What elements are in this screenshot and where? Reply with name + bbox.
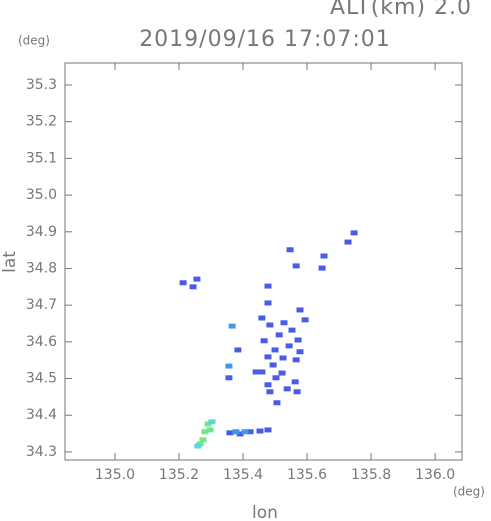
- echo-cell: [269, 362, 277, 368]
- x-tick-label: 136.0: [415, 467, 455, 483]
- echo-cell: [193, 276, 201, 282]
- echo-cell: [275, 332, 283, 338]
- echo-cell: [258, 315, 266, 321]
- echo-cell: [236, 431, 244, 437]
- echo-cell: [256, 428, 264, 434]
- echo-cell: [266, 389, 274, 395]
- echo-cell: [179, 280, 187, 286]
- y-tick-label: 35.0: [26, 187, 57, 203]
- altitude-label: ALT(km) 2.0: [330, 0, 472, 20]
- plot-frame: [64, 62, 463, 461]
- echo-cell: [320, 253, 328, 259]
- echo-cell: [318, 265, 326, 271]
- y-unit: (deg): [18, 34, 50, 48]
- echo-cell: [266, 322, 274, 328]
- echo-cell: [194, 443, 202, 449]
- echo-cell: [264, 283, 272, 289]
- echo-cell: [228, 323, 236, 329]
- echo-cell: [260, 338, 268, 344]
- echo-cell: [226, 430, 234, 436]
- echo-cell: [293, 389, 301, 395]
- y-tick-label: 34.9: [26, 224, 57, 240]
- echo-cell: [264, 427, 272, 433]
- echo-cell: [344, 239, 352, 245]
- echo-cell: [279, 355, 287, 361]
- chart-title: 2019/09/16 17:07:01: [139, 27, 391, 52]
- echo-cell: [291, 379, 299, 385]
- echo-cell: [252, 369, 260, 375]
- y-tick-label: 35.2: [26, 114, 57, 130]
- echo-cell: [273, 400, 281, 406]
- y-tick-label: 34.8: [26, 260, 57, 276]
- x-unit: (deg): [453, 485, 485, 499]
- echo-cell: [292, 263, 300, 269]
- echo-cell: [234, 347, 242, 353]
- echo-cell: [206, 427, 214, 433]
- x-tick-label: 135.8: [351, 467, 391, 483]
- echo-cell: [294, 337, 302, 343]
- echo-cell: [264, 382, 272, 388]
- echo-cell: [285, 343, 293, 349]
- x-tick-label: 135.0: [95, 467, 135, 483]
- echo-cell: [280, 320, 288, 326]
- echo-cell: [201, 429, 209, 435]
- echo-cell: [258, 369, 266, 375]
- echo-cell: [208, 419, 216, 425]
- y-tick-label: 34.4: [26, 407, 57, 423]
- echo-cell: [292, 357, 300, 363]
- echo-cell: [246, 429, 254, 435]
- echo-cell: [232, 429, 240, 435]
- x-tick-label: 135.4: [223, 467, 263, 483]
- y-tick-label: 34.6: [26, 334, 57, 350]
- x-tick-label: 135.2: [159, 467, 199, 483]
- y-axis-label: lat: [0, 251, 20, 273]
- y-tick-label: 34.5: [26, 371, 57, 387]
- echo-cell: [350, 230, 358, 236]
- echo-cell: [283, 386, 291, 392]
- echo-cell: [264, 354, 272, 360]
- y-tick-label: 35.3: [26, 77, 57, 93]
- echo-cell: [296, 349, 304, 355]
- echo-cell: [225, 375, 233, 381]
- x-tick-label: 135.6: [287, 467, 327, 483]
- y-tick-label: 34.7: [26, 297, 57, 313]
- echo-cell: [225, 363, 233, 369]
- echo-cell: [301, 317, 309, 323]
- echo-cell: [241, 429, 249, 435]
- x-axis-label: lon: [252, 503, 278, 521]
- echo-cell: [189, 284, 197, 290]
- echo-cell: [278, 370, 286, 376]
- echo-cell: [286, 247, 294, 253]
- echo-cell: [271, 347, 279, 353]
- y-tick-label: 35.1: [26, 150, 57, 166]
- echo-cell: [296, 307, 304, 313]
- echo-cell: [288, 327, 296, 333]
- echo-cell: [272, 375, 280, 381]
- echo-cell: [264, 300, 272, 306]
- echo-cell: [199, 437, 207, 443]
- y-tick-label: 34.3: [26, 444, 57, 460]
- echo-cell: [204, 421, 212, 427]
